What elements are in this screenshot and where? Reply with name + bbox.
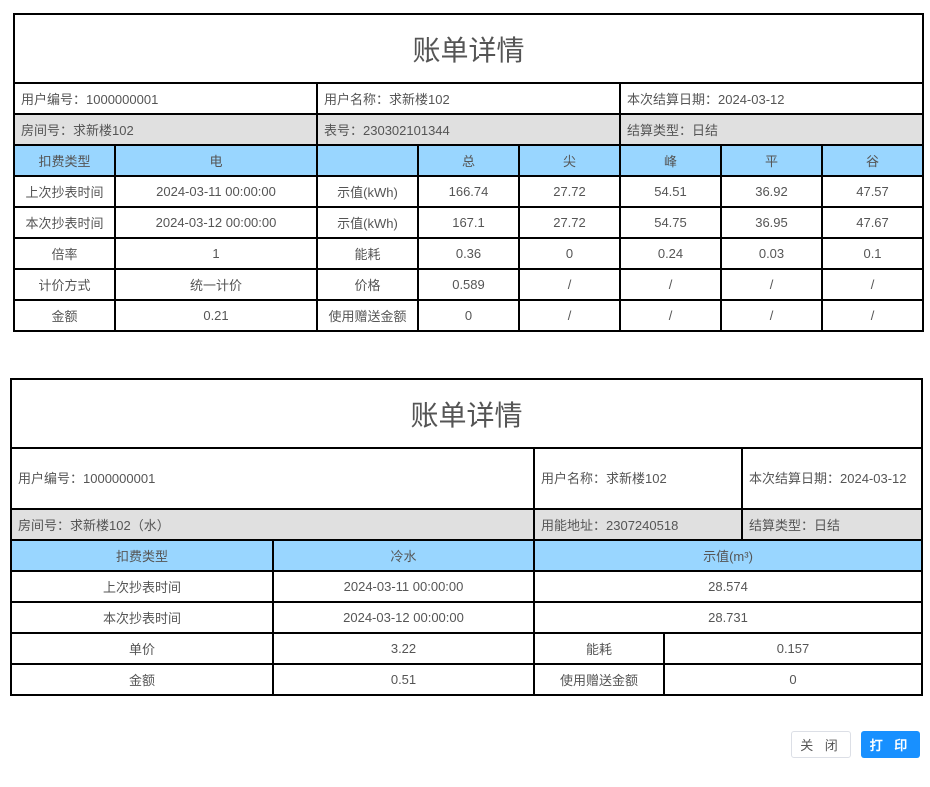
water-bill-table: 账单详情 用户编号：1000000001 用户名称：求新楼102 本次结算日期：20… bbox=[10, 378, 923, 696]
header-cell bbox=[316, 144, 419, 177]
cell: 2024-03-11 00:00:00 bbox=[114, 175, 318, 208]
cell: 2024-03-11 00:00:00 bbox=[272, 570, 535, 603]
cell: / bbox=[619, 268, 722, 301]
cell: 0.157 bbox=[663, 632, 923, 665]
cell: 价格 bbox=[316, 268, 419, 301]
table-row: 单价 3.22 能耗 0.157 bbox=[10, 632, 923, 665]
cell: 0.03 bbox=[720, 237, 823, 270]
settle-date: 本次结算日期：2024-03-12 bbox=[618, 82, 925, 115]
cell: 能耗 bbox=[533, 632, 665, 665]
cell: 上次抄表时间 bbox=[13, 175, 116, 208]
cell: 54.51 bbox=[619, 175, 722, 208]
cell: 0.589 bbox=[417, 268, 520, 301]
header-cell: 示值(m³) bbox=[533, 539, 923, 572]
cell: 本次抄表时间 bbox=[10, 601, 274, 634]
bill-title: 账单详情 bbox=[10, 378, 923, 449]
header-cell: 冷水 bbox=[272, 539, 535, 572]
close-button[interactable]: 关 闭 bbox=[791, 731, 851, 758]
cell: 36.95 bbox=[720, 206, 823, 239]
cell: 0 bbox=[518, 237, 621, 270]
cell: 金额 bbox=[13, 299, 116, 332]
cell: 2024-03-12 00:00:00 bbox=[114, 206, 318, 239]
header-cell: 谷 bbox=[820, 144, 925, 177]
user-id: 用户编号：1000000001 bbox=[13, 82, 318, 115]
header-cell: 扣费类型 bbox=[13, 144, 116, 177]
table-row: 本次抄表时间 2024-03-12 00:00:00 示值(kWh) 167.1 27.… bbox=[13, 206, 925, 239]
cell: 0.36 bbox=[417, 237, 520, 270]
cell: 上次抄表时间 bbox=[10, 570, 274, 603]
cell: 54.75 bbox=[619, 206, 722, 239]
cell: / bbox=[720, 268, 823, 301]
user-id: 用户编号：1000000001 bbox=[10, 447, 535, 510]
cell: 167.1 bbox=[417, 206, 520, 239]
cell: / bbox=[820, 268, 925, 301]
table-row: 本次抄表时间 2024-03-12 00:00:00 28.731 bbox=[10, 601, 923, 634]
table-row: 计价方式 统一计价 价格 0.589// / / bbox=[13, 268, 925, 301]
cell: 47.67 bbox=[820, 206, 925, 239]
cell: 2024-03-12 00:00:00 bbox=[272, 601, 535, 634]
bill-title: 账单详情 bbox=[12, 13, 925, 84]
electricity-bill-table: 账单详情 用户编号：1000000001 用户名称：求新楼102 本次结算日期：20… bbox=[12, 13, 925, 332]
meter-no: 表号：230302101344 bbox=[316, 113, 621, 146]
cell: / bbox=[619, 299, 722, 332]
cell: 单价 bbox=[10, 632, 274, 665]
cell: 0.21 bbox=[114, 299, 318, 332]
cell: 计价方式 bbox=[13, 268, 116, 301]
cell: 36.92 bbox=[720, 175, 823, 208]
cell: / bbox=[518, 299, 621, 332]
cell: / bbox=[518, 268, 621, 301]
header-cell: 总 bbox=[417, 144, 520, 177]
cell: 示值(kWh) bbox=[316, 175, 419, 208]
cell: 3.22 bbox=[272, 632, 535, 665]
settle-type: 结算类型：日结 bbox=[618, 113, 925, 146]
table-row: 金额 0.21 使用赠送金额 0// / / bbox=[13, 299, 925, 332]
settle-type: 结算类型：日结 bbox=[741, 508, 923, 541]
table-row: 上次抄表时间 2024-03-11 00:00:00 示值(kWh) 166.74 27… bbox=[13, 175, 925, 208]
header-cell: 尖 bbox=[518, 144, 621, 177]
energy-address: 用能地址：2307240518 bbox=[533, 508, 743, 541]
room-no: 房间号：求新楼102 bbox=[13, 113, 318, 146]
cell: 47.57 bbox=[820, 175, 925, 208]
cell: 28.574 bbox=[533, 570, 923, 603]
cell: 示值(kWh) bbox=[316, 206, 419, 239]
cell: 使用赠送金额 bbox=[316, 299, 419, 332]
cell: 能耗 bbox=[316, 237, 419, 270]
header-cell: 平 bbox=[720, 144, 823, 177]
cell: 0 bbox=[417, 299, 520, 332]
cell: 本次抄表时间 bbox=[13, 206, 116, 239]
cell: 使用赠送金额 bbox=[533, 663, 665, 696]
cell: 0.1 bbox=[820, 237, 925, 270]
header-cell: 扣费类型 bbox=[10, 539, 274, 572]
header-cell: 电 bbox=[114, 144, 318, 177]
table-row: 上次抄表时间 2024-03-11 00:00:00 28.574 bbox=[10, 570, 923, 603]
settle-date: 本次结算日期：2024-03-12 bbox=[741, 447, 923, 510]
cell: 1 bbox=[114, 237, 318, 270]
user-name: 用户名称：求新楼102 bbox=[533, 447, 743, 510]
cell: / bbox=[720, 299, 823, 332]
cell: / bbox=[820, 299, 925, 332]
table-row: 金额 0.51 使用赠送金额 0 bbox=[10, 663, 923, 696]
cell: 金额 bbox=[10, 663, 274, 696]
cell: 28.731 bbox=[533, 601, 923, 634]
cell: 0.24 bbox=[619, 237, 722, 270]
table-row: 倍率 1 能耗 0.36 0 0.24 0.03 0.1 bbox=[13, 237, 925, 270]
cell: 166.74 bbox=[417, 175, 520, 208]
cell: 统一计价 bbox=[114, 268, 318, 301]
cell: 0 bbox=[663, 663, 923, 696]
cell: 27.72 bbox=[518, 206, 621, 239]
table-header: 扣费类型 冷水 示值(m³) bbox=[10, 539, 923, 572]
print-button[interactable]: 打 印 bbox=[861, 731, 920, 758]
cell: 27.72 bbox=[518, 175, 621, 208]
table-header: 扣费类型电 总尖峰平谷 bbox=[13, 144, 925, 177]
room-no: 房间号：求新楼102（水） bbox=[10, 508, 535, 541]
user-name: 用户名称：求新楼102 bbox=[316, 82, 621, 115]
cell: 倍率 bbox=[13, 237, 116, 270]
cell: 0.51 bbox=[272, 663, 535, 696]
header-cell: 峰 bbox=[619, 144, 722, 177]
